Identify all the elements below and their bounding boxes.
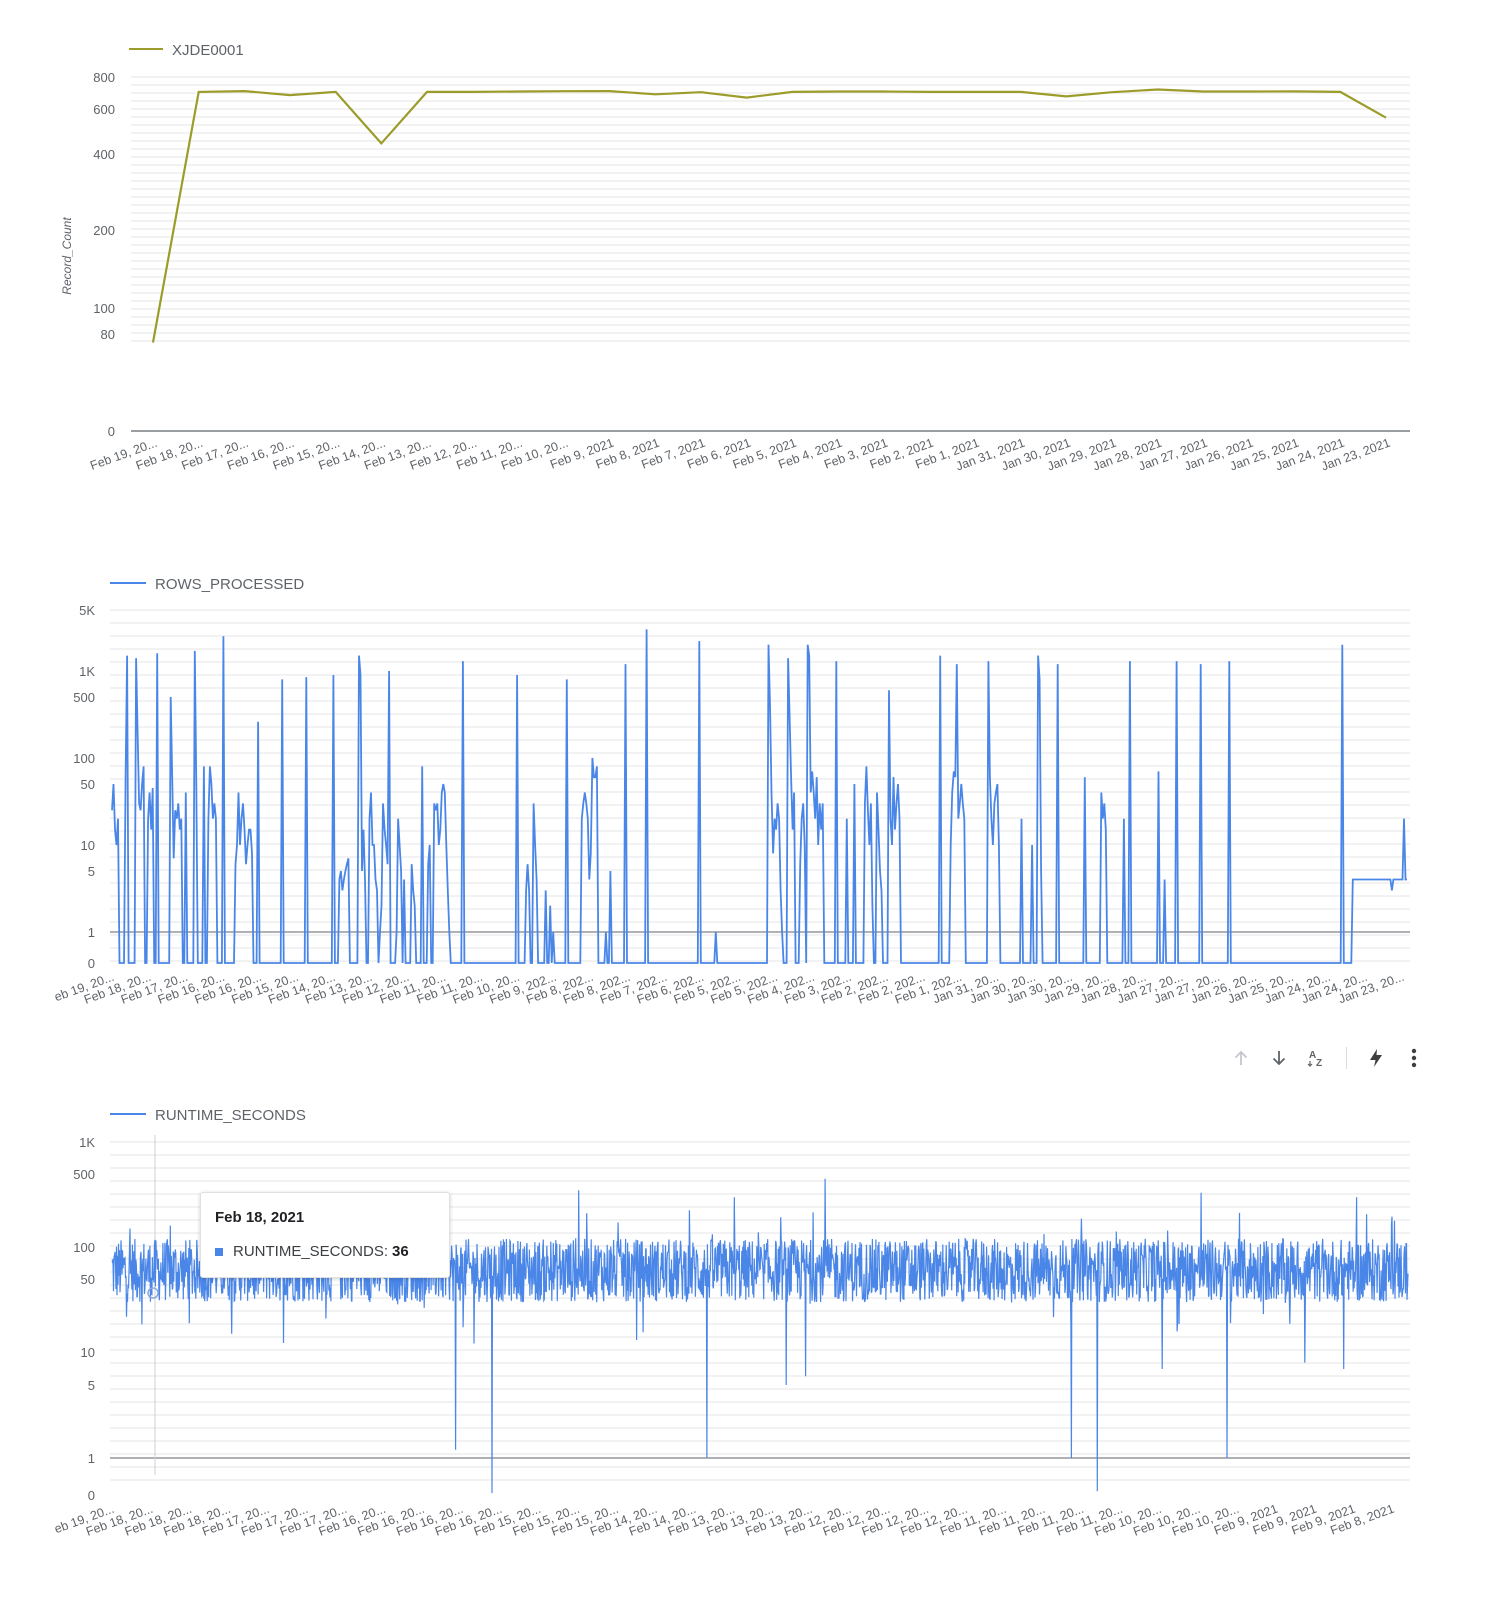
y-tick-label: 800: [93, 70, 115, 85]
legend: XJDE0001: [129, 42, 244, 59]
rows-processed-chart: ROWS_PROCESSED 0 1 5 10 50 100 500 1K 5K eb 19, …: [0, 560, 1493, 1040]
runtime-seconds-svg: RUNTIME_SECONDS 0 1 5 10 50 100 500 1K eb 19, 2…: [0, 1090, 1493, 1600]
tooltip-row: RUNTIME_SECONDS: 36: [215, 1243, 409, 1260]
y-tick-label: 80: [101, 327, 115, 342]
toolbar-divider: [1346, 1047, 1347, 1069]
tooltip-value: 36: [392, 1243, 409, 1260]
y-tick-label: 5: [88, 864, 95, 879]
arrow-down-icon: [1270, 1049, 1288, 1067]
y-tick-label: 100: [93, 301, 115, 316]
y-tick-label: 0: [88, 956, 95, 971]
y-tick-label: 1K: [79, 1135, 95, 1150]
series-points: [153, 89, 1386, 342]
more-options-button[interactable]: [1395, 1042, 1433, 1074]
chart-toolbar: A Z: [1222, 1042, 1433, 1074]
quick-action-button[interactable]: [1357, 1042, 1395, 1074]
arrow-up-icon: [1232, 1049, 1250, 1067]
y-tick-label: 200: [93, 223, 115, 238]
hover-point: [148, 1288, 158, 1298]
y-tick-label: 500: [73, 1167, 95, 1182]
y-tick-label: 10: [81, 838, 95, 853]
y-tick-label: 1: [88, 925, 95, 940]
tooltip-series-name: RUNTIME_SECONDS:: [233, 1243, 388, 1260]
runtime-seconds-chart: RUNTIME_SECONDS 0 1 5 10 50 100 500 1K eb 19, 2…: [0, 1090, 1493, 1600]
y-tick-label: 600: [93, 102, 115, 117]
chart-tooltip: Feb 18, 2021 RUNTIME_SECONDS: 36: [200, 1192, 450, 1278]
record-count-svg: XJDE0001 Record_Count 0 80 100 200 400 600 800…: [0, 0, 1493, 520]
y-tick-label: 10: [81, 1345, 95, 1360]
tooltip-swatch: [215, 1248, 223, 1256]
y-tick-label: 1K: [79, 664, 95, 679]
record-count-chart: XJDE0001 Record_Count 0 80 100 200 400 600 800…: [0, 0, 1493, 520]
y-tick-label: 400: [93, 147, 115, 162]
sort-az-button[interactable]: A Z: [1298, 1042, 1336, 1074]
y-tick-label: 500: [73, 690, 95, 705]
y-tick-label: 0: [108, 424, 115, 439]
y-tick-label: 5K: [79, 603, 95, 618]
y-axis-ticks: 0 1 5 10 50 100 500 1K 5K: [73, 603, 95, 971]
sort-descending-button[interactable]: [1260, 1042, 1298, 1074]
x-axis-ticks: eb 19, 20...Feb 18, 20...Feb 18, 20...Fe…: [52, 1502, 1396, 1539]
y-tick-label: 0: [88, 1488, 95, 1503]
rows-processed-svg: ROWS_PROCESSED 0 1 5 10 50 100 500 1K 5K eb 19, …: [0, 560, 1493, 1040]
y-tick-label: 50: [81, 777, 95, 792]
y-tick-label: 100: [73, 1240, 95, 1255]
legend-label: RUNTIME_SECONDS: [155, 1107, 306, 1124]
grid-lines: [131, 77, 1410, 431]
legend: ROWS_PROCESSED: [110, 576, 304, 593]
series-line: [153, 90, 1386, 343]
sort-ascending-button[interactable]: [1222, 1042, 1260, 1074]
y-tick-label: 1: [88, 1451, 95, 1466]
legend-label: XJDE0001: [172, 42, 244, 59]
x-axis-ticks: Feb 19, 20...Feb 18, 20...Feb 17, 20...F…: [88, 436, 1392, 474]
legend: RUNTIME_SECONDS: [110, 1107, 306, 1124]
more-vert-icon: [1411, 1048, 1417, 1068]
y-tick-label: 5: [88, 1378, 95, 1393]
tooltip-date: Feb 18, 2021: [215, 1209, 304, 1226]
series-line: [112, 629, 1407, 963]
sort-az-icon: A Z: [1306, 1047, 1328, 1069]
y-axis-title: Record_Count: [60, 217, 74, 295]
svg-text:Z: Z: [1316, 1058, 1322, 1069]
legend-label: ROWS_PROCESSED: [155, 576, 304, 593]
lightning-icon: [1367, 1048, 1385, 1068]
y-axis-ticks: 0 80 100 200 400 600 800: [93, 70, 115, 439]
y-tick-label: 50: [81, 1272, 95, 1287]
y-axis-ticks: 0 1 5 10 50 100 500 1K: [73, 1135, 95, 1503]
x-axis-ticks: eb 19, 20...Feb 18, 20...Feb 17, 20...Fe…: [52, 970, 1406, 1007]
y-tick-label: 100: [73, 751, 95, 766]
